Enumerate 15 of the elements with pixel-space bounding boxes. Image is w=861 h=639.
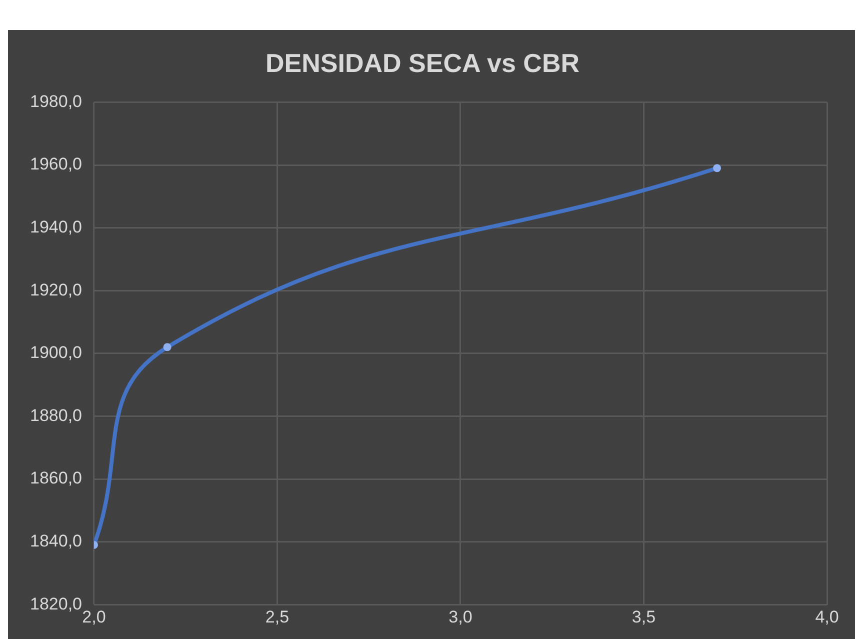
y-tick-label: 1960,0	[30, 154, 82, 174]
x-tick-label: 4,0	[815, 607, 839, 626]
x-tick-label: 3,5	[632, 607, 656, 626]
y-tick-label: 1840,0	[30, 531, 82, 550]
y-tick-label: 1940,0	[30, 217, 82, 236]
y-tick-label: 1900,0	[30, 343, 82, 362]
y-tick-label: 1820,0	[30, 594, 82, 614]
y-tick-label: 1880,0	[30, 406, 82, 425]
chart-title: DENSIDAD SECA vs CBR	[266, 48, 580, 78]
x-tick-label: 2,5	[265, 607, 290, 626]
x-tick-label: 3,0	[448, 607, 472, 626]
y-tick-label: 1860,0	[30, 468, 82, 488]
x-tick-label: 2,0	[82, 607, 106, 626]
y-tick-label: 1980,0	[30, 92, 82, 111]
y-tick-label: 1920,0	[30, 280, 82, 300]
